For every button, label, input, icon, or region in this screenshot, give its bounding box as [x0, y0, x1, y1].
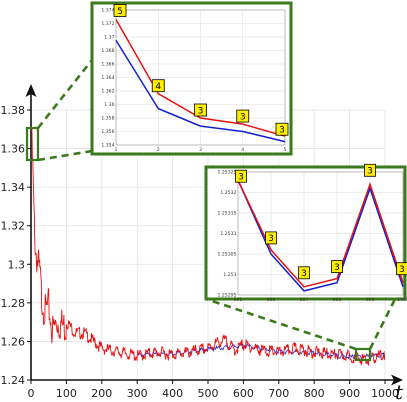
annotation-badge	[265, 231, 277, 245]
inset-x-tick-label: 998	[333, 297, 342, 303]
y-tick-label: 1.38	[1, 104, 26, 117]
series-line-red	[30, 128, 385, 367]
x-tick-label: 0	[28, 387, 35, 400]
annotation-badge	[275, 122, 289, 136]
inset-x-tick-label: 999	[366, 297, 375, 303]
inset-y-tick-label: 1.2532	[220, 190, 236, 196]
inset-x-tick-label: 1000	[397, 297, 407, 303]
annotation-label: 3	[198, 106, 204, 116]
x-tick-label: 100	[56, 387, 77, 400]
y-tick-label: 1.3	[8, 258, 26, 271]
inset-y-tick-label: 1.374	[101, 8, 114, 14]
x-tick-label: 300	[127, 387, 148, 400]
y-axis-arrow	[25, 84, 37, 97]
inset-y-tick-label: 1.25305	[218, 252, 237, 258]
annotation-badge	[298, 266, 310, 280]
x-tick-label: 700	[268, 387, 289, 400]
zoom-connectors	[36, 59, 397, 351]
inset-y-tick-label: 1.25295	[218, 293, 237, 299]
x-tick-label: 1000	[371, 387, 399, 400]
annotation-label: 3	[301, 269, 307, 279]
inset-y-tick-label: 1.368	[101, 48, 114, 54]
series-group	[30, 128, 385, 367]
inset-y-tick-label: 1.37	[104, 35, 114, 41]
y-tick-label: 1.36	[1, 143, 26, 156]
y-tick-label: 1.34	[1, 181, 26, 194]
annotation-label: 3	[334, 263, 340, 273]
annotation-label: 4	[155, 82, 161, 92]
inset-chart-end: 995 996 997 998 999 1000 1.25295 1.253 1.25305 1.…	[204, 163, 407, 303]
inset-plot-frame	[115, 9, 286, 146]
inset-x-tick-label: 997	[300, 297, 309, 303]
y-tick-label: 1.24	[1, 374, 26, 387]
y-tick-label: 1.26	[1, 335, 26, 348]
inset-x-tick-label: 995	[234, 297, 243, 303]
x-tick-label: 800	[304, 387, 325, 400]
annotation-badge	[396, 262, 407, 276]
inset-y-tick-label: 1.358	[101, 116, 114, 122]
y-tick-label: 1.28	[1, 297, 26, 310]
zoom-region-box	[354, 347, 372, 362]
connector-line	[37, 149, 93, 162]
x-tick-label: 900	[339, 387, 360, 400]
annotation-label: 3	[238, 173, 244, 183]
inset-chart-start: 1 2 3 4 5 1.354 1.356 1.358 1.36 1.362 1.364 1.366 1…	[90, 1, 293, 156]
x-tick-label: 400	[162, 387, 183, 400]
inset-y-tick-label: 1.2531	[220, 231, 236, 237]
inset-series-blue	[115, 40, 286, 143]
annotation-label: 3	[268, 234, 274, 244]
inset-y-tick-label: 1.25325	[218, 170, 237, 176]
inset-series-red	[115, 19, 286, 137]
inset-x-tick-label: 996	[267, 297, 276, 303]
inset-x-tick-label: 5	[284, 147, 287, 153]
annotation-badge	[151, 79, 165, 93]
annotation-badge	[235, 169, 247, 183]
zoom-region-box	[25, 126, 40, 162]
x-axis-arrow	[391, 374, 403, 386]
annotation-label: 3	[399, 265, 405, 275]
inset-y-tick-label: 1.362	[101, 89, 114, 95]
inset-x-tick-label: 2	[157, 147, 160, 153]
annotation-label: 3	[240, 112, 246, 122]
inset-y-tick-label: 1.25315	[218, 211, 237, 217]
connector-line	[368, 298, 397, 350]
annotation-badge	[364, 163, 376, 177]
x-tick-label: 500	[198, 387, 219, 400]
connector-line	[36, 59, 94, 129]
inset-y-tick-label: 1.354	[101, 143, 114, 149]
y-tick-label: 1.32	[1, 220, 26, 233]
inset-plot-frame	[237, 171, 404, 296]
inset-y-tick-label: 1.366	[101, 62, 114, 68]
inset-y-tick-label: 1.372	[101, 21, 114, 27]
inset-y-tick-label: 1.253	[223, 272, 236, 278]
inset-y-tick-label: 1.364	[101, 75, 114, 81]
inset-x-tick-label: 4	[241, 147, 244, 153]
x-tick-label: 200	[91, 387, 112, 400]
x-tick-label: 600	[233, 387, 254, 400]
annotation-label: 5	[117, 7, 123, 17]
x-axis-label: t	[395, 380, 404, 402]
annotation-label: 3	[279, 126, 285, 136]
inset-x-tick-label: 1	[115, 147, 118, 153]
annotation-badge	[236, 109, 250, 123]
annotation-badge	[331, 260, 343, 274]
inset-x-tick-label: 3	[199, 147, 202, 153]
annotation-badge	[113, 4, 127, 17]
inset-y-tick-label: 1.356	[101, 129, 114, 135]
connector-line	[205, 297, 357, 351]
annotation-label: 3	[367, 167, 373, 177]
inset-y-tick-label: 1.36	[104, 102, 114, 108]
annotation-badge	[194, 103, 207, 117]
